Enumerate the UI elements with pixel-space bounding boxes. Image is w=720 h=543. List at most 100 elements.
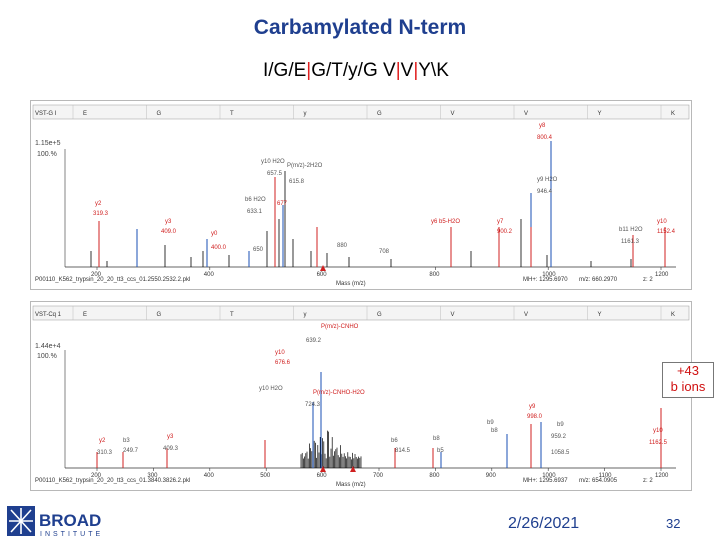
seq-letter: V (451, 111, 455, 117)
svg-text:650: 650 (253, 247, 264, 253)
seq-letter: Y (598, 312, 602, 318)
x-tick-label: 200 (91, 272, 102, 278)
x-tick-label: 1100 (599, 473, 613, 479)
bottom-seq-label: VST-Cq 1 (35, 312, 62, 318)
svg-text:319.3: 319.3 (93, 211, 109, 217)
svg-text:b6 H2O: b6 H2O (245, 197, 266, 203)
svg-text:y9: y9 (529, 404, 536, 410)
top-annotations: y8 800.4 y10 H2O P(m/z)-2H2O 657.5 615.8… (93, 123, 676, 255)
seq-letter: E (83, 312, 87, 318)
svg-text:633.1: 633.1 (247, 209, 263, 215)
seq-letter: K (671, 111, 675, 117)
top-mz: m/z: 660.2970 (579, 277, 618, 283)
svg-text:y3: y3 (167, 434, 174, 440)
seq-part-2: G/T/y/G V (311, 60, 396, 81)
svg-text:b3: b3 (123, 438, 130, 444)
seq-letter: K (671, 312, 675, 318)
slide-title: Carbamylated N-term (253, 16, 467, 39)
page-number: 32 (666, 516, 681, 531)
seq-part-0: I/G/E (263, 60, 307, 81)
top-xlabel: Mass (m/z) (336, 281, 366, 287)
svg-text:y6 b5-H2O: y6 b5-H2O (431, 219, 460, 225)
svg-text:677: 677 (277, 201, 288, 207)
x-tick-label: 700 (373, 473, 384, 479)
svg-text:1058.5: 1058.5 (551, 450, 570, 456)
svg-text:959.2: 959.2 (551, 434, 567, 440)
seq-letter: G (157, 111, 162, 117)
svg-text:724.3: 724.3 (305, 402, 321, 408)
svg-text:1152.4: 1152.4 (657, 229, 676, 235)
x-tick-label: 900 (486, 473, 497, 479)
svg-text:1162.5: 1162.5 (649, 440, 668, 446)
x-tick-label: 1000 (542, 473, 556, 479)
svg-text:y10 H2O: y10 H2O (261, 159, 285, 165)
svg-text:P(m/z)-2H2O: P(m/z)-2H2O (287, 163, 323, 169)
x-tick-label: 500 (260, 473, 271, 479)
svg-text:b5: b5 (437, 448, 444, 454)
svg-text:b11 H2O: b11 H2O (619, 227, 643, 233)
svg-text:b9: b9 (557, 422, 564, 428)
seq-part-5: | (413, 60, 419, 81)
bottom-mz: m/z: 654.0905 (579, 478, 618, 484)
peptide-sequence: I/G/E|G/T/y/G V|V|Y\K (263, 60, 449, 82)
seq-letter: T (230, 312, 234, 318)
seq-letter: V (451, 312, 455, 318)
x-tick-label: 1000 (542, 272, 556, 278)
top-z: z: 2 (643, 277, 653, 283)
svg-text:y10 H2O: y10 H2O (259, 386, 283, 392)
seq-letter: G (377, 111, 382, 117)
svg-text:y7: y7 (497, 219, 504, 225)
svg-text:b8: b8 (491, 428, 498, 434)
bottom-intensity: 1.44e+4 (35, 343, 61, 350)
seq-letter: y (304, 312, 307, 318)
top-mh: MH+: 1295.6970 (523, 277, 568, 283)
svg-text:814.5: 814.5 (395, 448, 411, 454)
x-tick-label: 400 (204, 473, 215, 479)
top-pct: 100.% (37, 151, 57, 158)
svg-text:1161.3: 1161.3 (621, 239, 640, 245)
callout-line1: +43 (676, 363, 700, 378)
x-tick-label: 400 (204, 272, 215, 278)
top-filename: P00110_K562_trypsin_20_20_tt3_ccs_01.255… (35, 277, 190, 283)
bottom-pct: 100.% (37, 353, 57, 360)
svg-text:y8: y8 (539, 123, 546, 129)
svg-text:P(m/z)-CNHO: P(m/z)-CNHO (321, 324, 359, 330)
x-tick-label: 300 (147, 473, 158, 479)
top-seq-label: VST-G I (35, 111, 57, 117)
ions-callout: +43 b ions (662, 362, 714, 398)
svg-text:y2: y2 (95, 201, 102, 207)
bottom-filename: P00110_K562_trypsin_20_20_tt3_ccs_01.384… (35, 478, 190, 484)
svg-text:800.4: 800.4 (537, 135, 553, 141)
svg-text:b8: b8 (433, 436, 440, 442)
svg-text:657.5: 657.5 (267, 171, 283, 177)
seq-letter: E (83, 111, 87, 117)
seq-part-3: | (395, 60, 401, 81)
svg-text:y9 H2O: y9 H2O (537, 177, 558, 183)
x-tick-label: 800 (429, 473, 440, 479)
bottom-z: z: 2 (643, 478, 653, 484)
svg-text:946.4: 946.4 (537, 189, 553, 195)
x-tick-label: 1200 (655, 473, 669, 479)
top-intensity: 1.15e+5 (35, 140, 61, 147)
x-tick-label: 1200 (655, 272, 669, 278)
svg-text:676.6: 676.6 (275, 360, 291, 366)
svg-text:310.3: 310.3 (97, 450, 113, 456)
bottom-annotations: P(m/z)-CNHO 639.2 y10 676.6 P(m/z)-CNHO-… (97, 324, 668, 456)
logo-text-sub: INSTITUTE (40, 531, 103, 538)
svg-text:P(m/z)-CNHO-H2O: P(m/z)-CNHO-H2O (313, 390, 365, 396)
x-tick-label: 200 (91, 473, 102, 479)
logo-text-main: BROAD (39, 511, 101, 530)
callout-line2: b ions (670, 379, 706, 394)
svg-text:y10: y10 (657, 219, 667, 225)
svg-text:249.7: 249.7 (123, 448, 139, 454)
svg-text:400.0: 400.0 (211, 245, 227, 251)
seq-part-1: | (306, 60, 312, 81)
slide-date: 2/26/2021 (508, 515, 580, 532)
bottom-xlabel: Mass (m/z) (336, 482, 366, 488)
svg-text:b6: b6 (391, 438, 398, 444)
seq-letter: G (157, 312, 162, 318)
